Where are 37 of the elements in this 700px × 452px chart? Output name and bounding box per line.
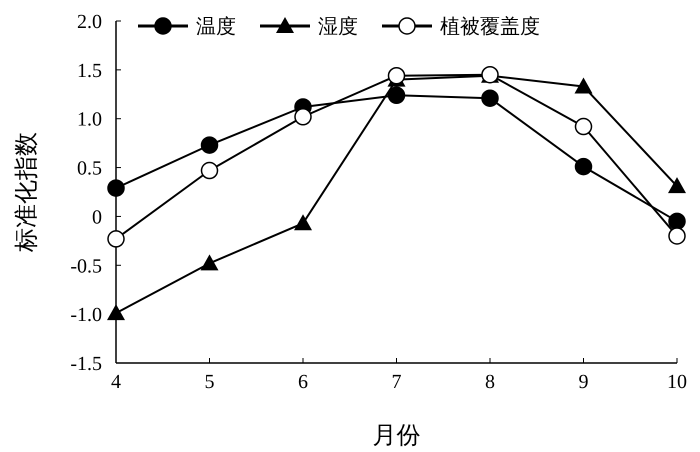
point [107,179,125,197]
y-tick-label: 0.5 [77,158,102,180]
point [668,227,686,245]
point [200,136,218,154]
point [574,158,592,176]
y-axis-title: 标准化指数 [14,132,40,253]
point [388,86,406,104]
x-tick-label: 5 [204,371,214,393]
y-tick-label: -0.5 [70,255,102,278]
x-tick-label: 4 [111,371,121,393]
point [294,214,312,230]
point [294,108,312,126]
y-tick-label: -1.0 [70,304,102,326]
point [481,89,499,107]
point [574,77,592,94]
legend-label: 植被覆盖度 [440,15,540,38]
y-tick-label: 2.0 [77,11,102,33]
point [107,304,125,320]
y-tick-label: 0 [92,206,102,228]
point [107,230,125,248]
point [200,162,218,180]
y-tick-label: 1.5 [77,60,102,82]
y-tick-label: 1.0 [77,108,102,131]
point [668,212,686,230]
point [668,177,686,194]
x-tick-label: 9 [578,371,588,393]
x-tick-label: 10 [667,371,687,393]
x-axis-title: 月份 [372,423,420,449]
legend-label: 湿度 [318,16,358,38]
point [200,254,218,270]
point [388,66,406,84]
legend-label: 温度 [196,16,236,38]
x-tick-label: 8 [485,371,495,393]
point [574,118,592,136]
x-tick-label: 6 [298,371,308,393]
y-tick-label: -1.5 [70,353,102,375]
x-tick-label: 7 [392,371,402,393]
